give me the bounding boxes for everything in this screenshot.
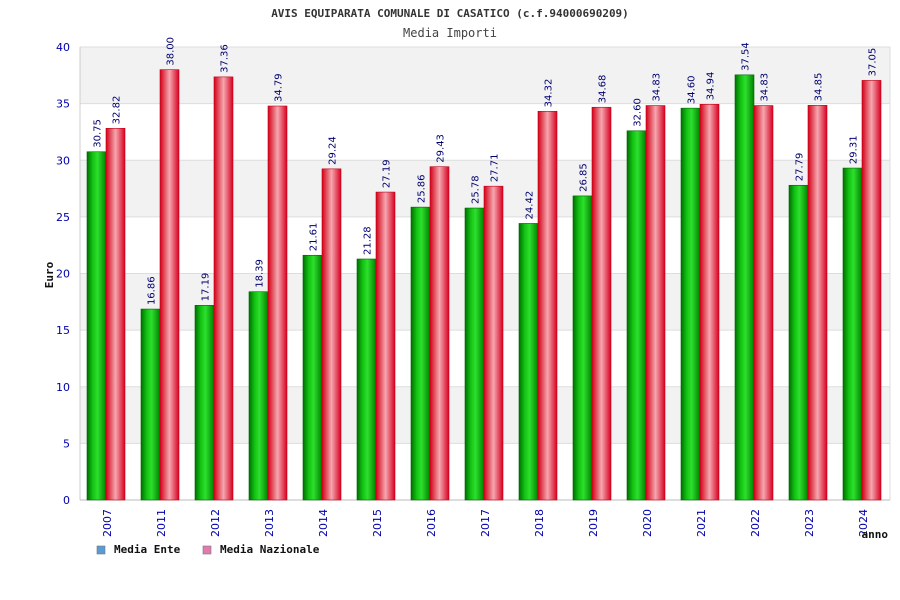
data-label: 29.24 — [328, 136, 339, 165]
bar-media-nazionale — [159, 69, 180, 501]
bar-media-nazionale — [483, 185, 504, 501]
y-tick-label: 30 — [56, 154, 70, 167]
bar-media-nazionale — [375, 191, 396, 501]
bar-media-ente — [842, 167, 863, 501]
y-axis-label: Euro — [43, 261, 56, 288]
data-label: 30.75 — [93, 119, 104, 148]
bar-media-ente — [194, 305, 215, 501]
bar-media-ente — [518, 223, 539, 501]
data-label: 34.94 — [706, 72, 717, 101]
data-label: 37.54 — [741, 42, 752, 71]
x-axis-ticks: 2007 2011 2012 2013 2014 2015 2016 2017 2018 2019… — [101, 509, 870, 537]
y-axis-ticks: 0 5 10 15 20 25 30 35 40 — [56, 41, 70, 507]
data-label: 24.42 — [525, 191, 536, 220]
data-label: 34.68 — [598, 75, 609, 104]
data-label: 34.85 — [814, 73, 825, 102]
legend-swatch — [202, 545, 212, 555]
data-label: 37.05 — [868, 48, 879, 77]
bar-media-nazionale — [861, 80, 882, 501]
data-label: 34.79 — [274, 73, 285, 102]
data-label: 21.28 — [363, 226, 374, 255]
bar-media-ente — [572, 195, 593, 501]
data-label: 17.19 — [201, 273, 212, 302]
data-label: 34.60 — [687, 76, 698, 105]
data-labels-group: 30.75 32.82 16.86 38.00 17.19 37.36 18.39 34.79… — [93, 37, 879, 305]
bar-media-nazionale — [699, 104, 720, 501]
data-label: 21.61 — [309, 223, 320, 252]
bars-group — [86, 69, 882, 501]
data-label: 18.39 — [255, 259, 266, 288]
data-label: 38.00 — [166, 37, 177, 66]
bar-media-ente — [248, 291, 269, 501]
x-tick-label: 2020 — [641, 509, 654, 537]
data-label: 16.86 — [147, 276, 158, 305]
x-tick-label: 2015 — [371, 509, 384, 537]
data-label: 32.82 — [112, 96, 123, 125]
bar-media-ente — [680, 107, 701, 501]
bar-media-nazionale — [321, 168, 342, 501]
data-label: 29.31 — [849, 135, 860, 164]
x-tick-label: 2022 — [749, 509, 762, 537]
y-tick-label: 20 — [56, 268, 70, 281]
x-axis-label: anno — [862, 528, 889, 541]
bar-media-nazionale — [753, 105, 774, 501]
y-tick-label: 10 — [56, 381, 70, 394]
bar-media-nazionale — [537, 111, 558, 501]
y-tick-label: 5 — [63, 437, 70, 450]
y-tick-label: 0 — [63, 494, 70, 507]
y-tick-label: 15 — [56, 324, 70, 337]
data-label: 27.71 — [490, 154, 501, 183]
x-tick-label: 2007 — [101, 509, 114, 537]
bar-media-nazionale — [591, 106, 612, 501]
x-tick-label: 2014 — [317, 509, 330, 537]
x-tick-label: 2018 — [533, 509, 546, 537]
bar-media-nazionale — [213, 76, 234, 501]
legend-swatch — [96, 545, 106, 555]
bar-media-nazionale — [267, 105, 288, 501]
data-label: 34.83 — [652, 73, 663, 102]
bar-media-nazionale — [429, 166, 450, 501]
data-label: 26.85 — [579, 163, 590, 192]
data-label: 34.83 — [760, 73, 771, 102]
data-label: 25.86 — [417, 174, 428, 203]
y-tick-label: 35 — [56, 98, 70, 111]
bar-media-nazionale — [807, 105, 828, 501]
data-label: 27.19 — [382, 159, 393, 188]
data-label: 29.43 — [436, 134, 447, 163]
y-tick-label: 25 — [56, 211, 70, 224]
x-tick-label: 2023 — [803, 509, 816, 537]
x-tick-label: 2021 — [695, 509, 708, 537]
bar-media-ente — [734, 74, 755, 501]
legend-label: Media Nazionale — [220, 543, 320, 556]
bar-media-nazionale — [105, 128, 126, 501]
bar-media-ente — [464, 207, 485, 501]
legend-label: Media Ente — [114, 543, 181, 556]
data-label: 34.32 — [544, 79, 555, 108]
bar-media-nazionale — [645, 105, 666, 501]
x-tick-label: 2016 — [425, 509, 438, 537]
data-label: 37.36 — [220, 44, 231, 73]
x-tick-label: 2024 — [857, 509, 870, 537]
bar-media-ente — [626, 130, 647, 501]
x-tick-label: 2012 — [209, 509, 222, 537]
data-label: 32.60 — [633, 98, 644, 127]
legend: Media Ente Media Nazionale — [96, 543, 320, 556]
x-tick-label: 2013 — [263, 509, 276, 537]
bar-media-ente — [140, 308, 161, 501]
data-label: 25.78 — [471, 175, 482, 204]
x-tick-label: 2011 — [155, 509, 168, 537]
chart-title: AVIS EQUIPARATA COMUNALE DI CASATICO (c.… — [271, 7, 629, 20]
bar-media-ente — [86, 151, 107, 501]
bar-media-ente — [302, 254, 323, 501]
bar-media-ente — [788, 184, 809, 501]
x-tick-label: 2019 — [587, 509, 600, 537]
bar-media-ente — [410, 206, 431, 501]
y-tick-label: 40 — [56, 41, 70, 54]
data-label: 27.79 — [795, 153, 806, 182]
bar-media-ente — [356, 258, 377, 501]
chart-subtitle: Media Importi — [403, 26, 497, 40]
x-tick-label: 2017 — [479, 509, 492, 537]
